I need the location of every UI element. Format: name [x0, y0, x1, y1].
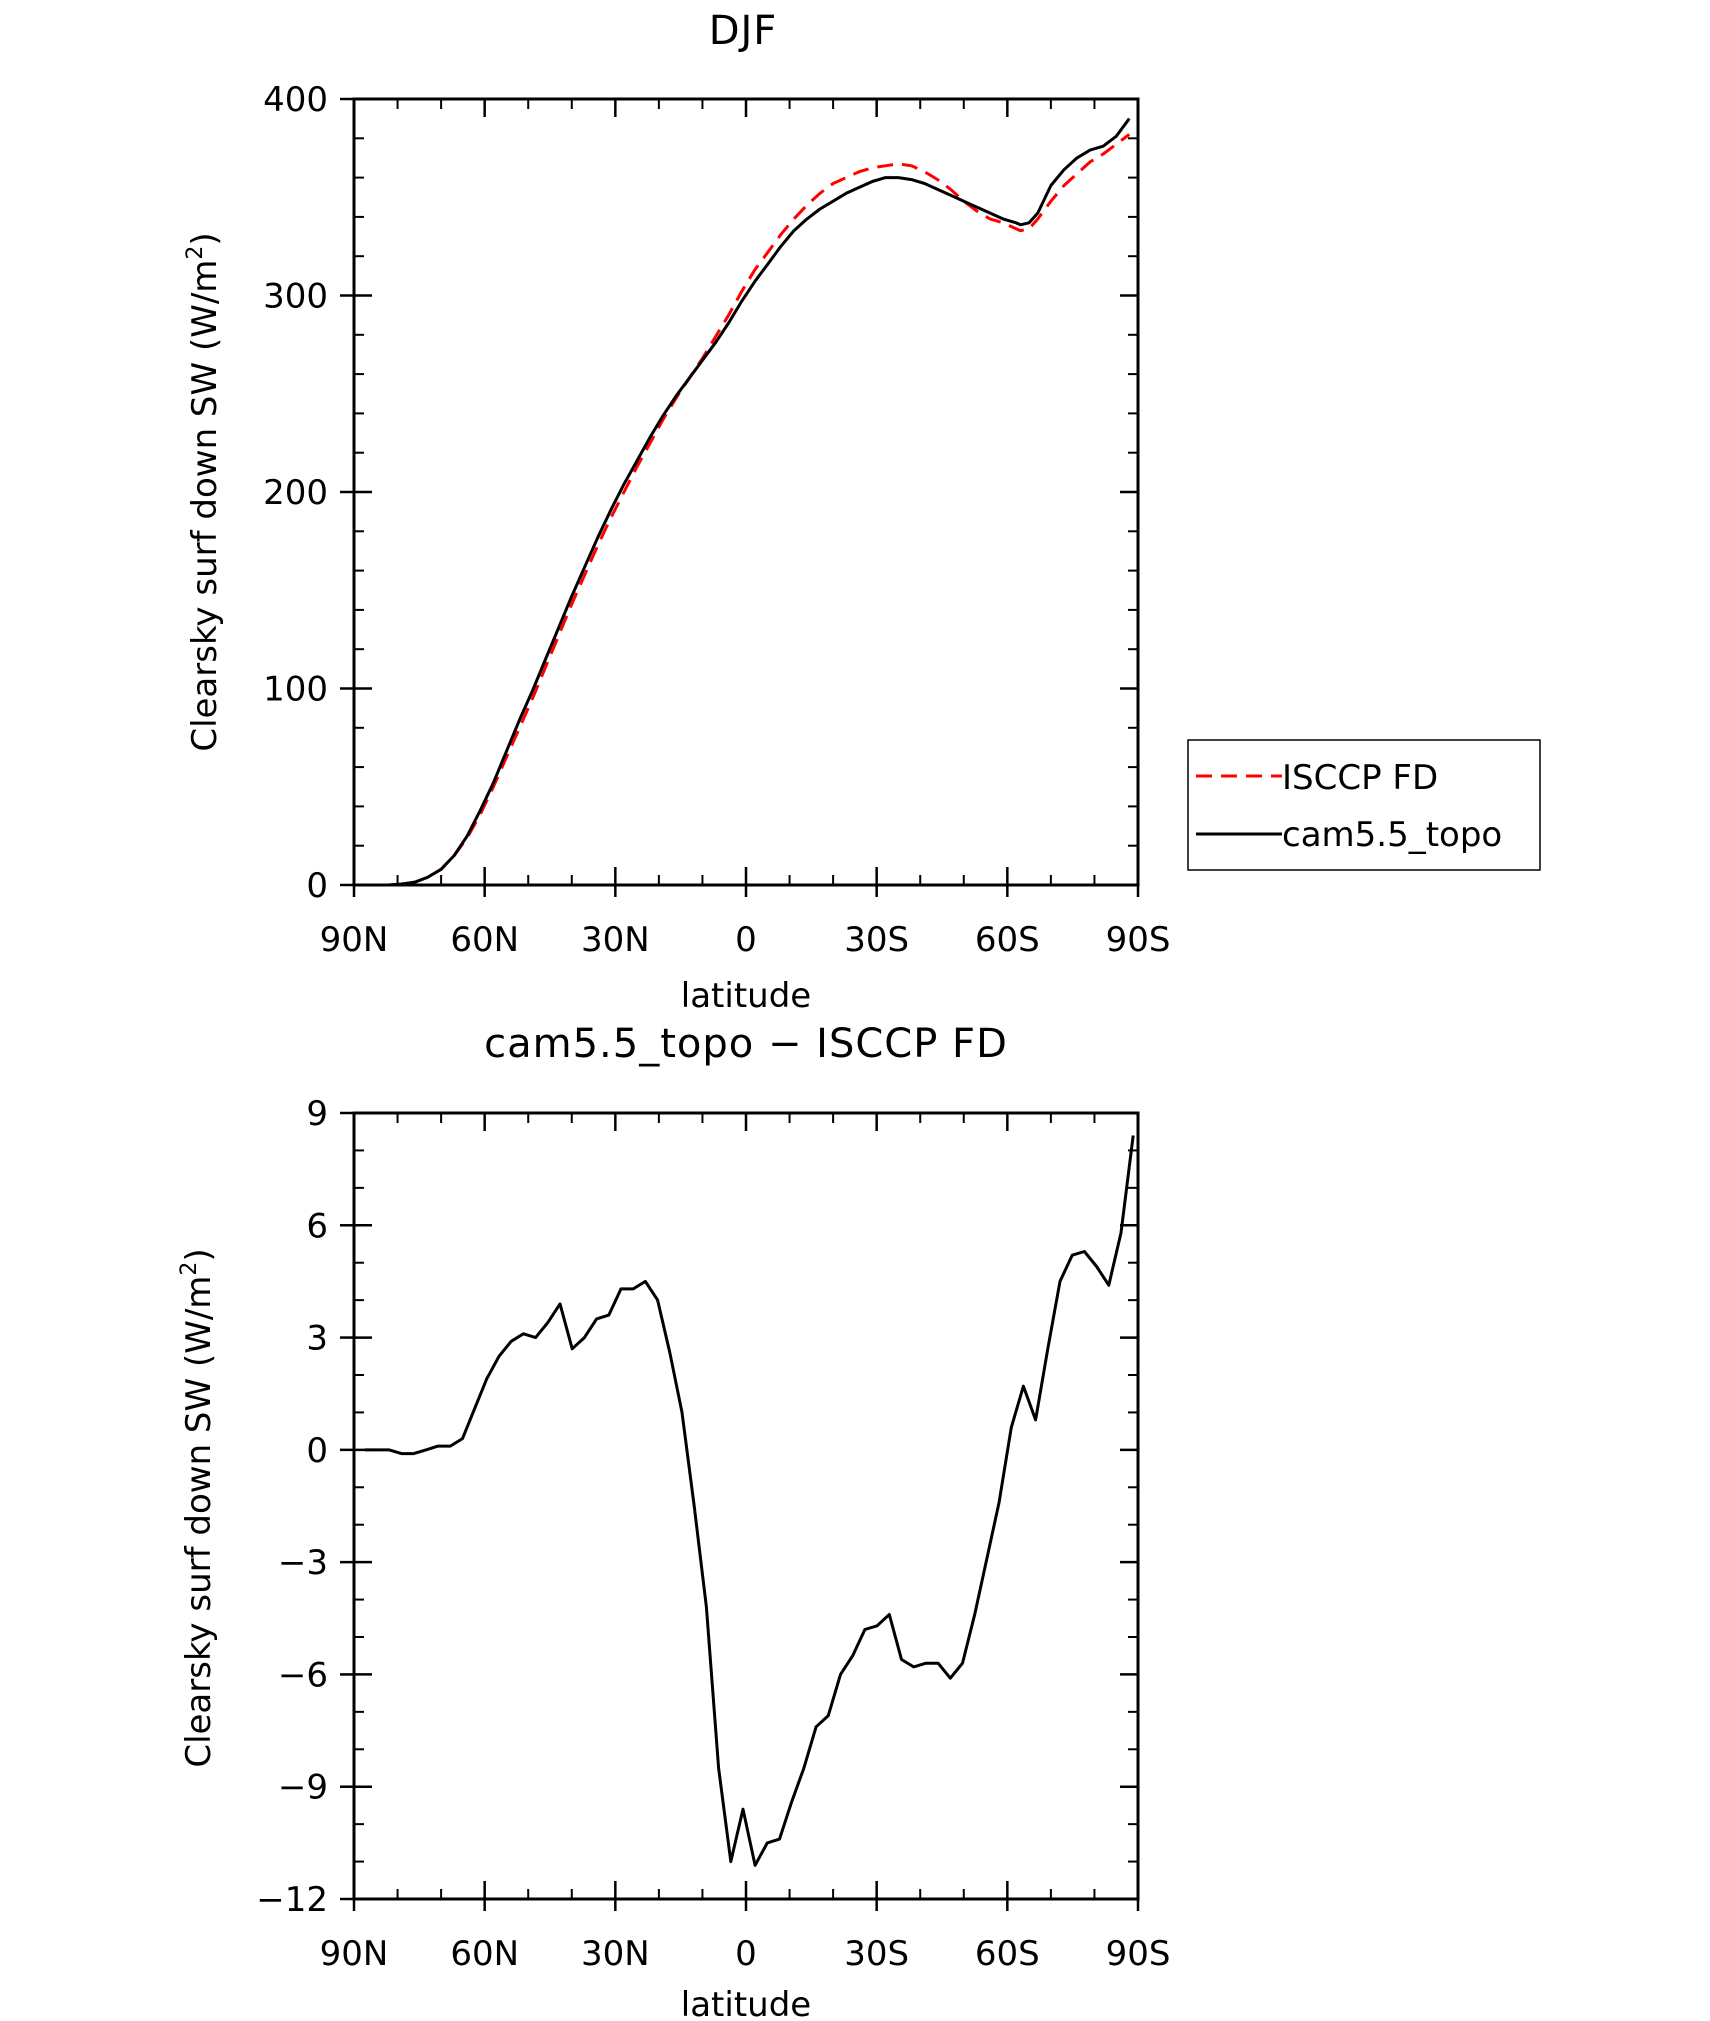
- x-tick-label: 0: [735, 920, 757, 960]
- x-tick-label: 30S: [844, 920, 909, 960]
- y-tick-label: 0: [306, 1431, 328, 1471]
- series-line-cam5-5-topo: [362, 117, 1131, 887]
- y-tick-label: −9: [278, 1768, 328, 1808]
- series-lines: [364, 1135, 1135, 1867]
- y-tick-label: 9: [306, 1094, 328, 1134]
- plot-frame: [352, 1111, 1140, 1901]
- top-chart-djf: DJF 90N 60N 30N 0 30S 60S 90S 0 100 200 300 400 la…: [183, 8, 1541, 1016]
- x-tick-label: 90S: [1106, 1934, 1171, 1974]
- x-tick-labels: 90N 60N 30N 0 30S 60S 90S: [320, 920, 1171, 960]
- series-lines: [362, 117, 1131, 887]
- x-tick-label: 30N: [581, 920, 650, 960]
- chart-title: DJF: [709, 8, 778, 54]
- y-tick-label: −3: [278, 1543, 328, 1583]
- x-tick-labels: 90N 60N 30N 0 30S 60S 90S: [320, 1934, 1171, 1974]
- bottom-chart-difference: cam5.5_topo − ISCCP FD 90N 60N 30N 0 30S 60S 9…: [177, 1021, 1170, 2021]
- y-tick-labels: 0 100 200 300 400: [263, 80, 328, 906]
- x-axis-label: latitude: [681, 1985, 811, 2021]
- series-line-cam5-5-topo: [364, 1135, 1135, 1867]
- legend: ISCCP FD cam5.5_topo: [1187, 739, 1541, 871]
- y-axis-label: Clearsky surf down SW (W/m2): [177, 1248, 219, 1767]
- y-tick-label: 200: [263, 473, 328, 513]
- y-tick-label: 3: [306, 1319, 328, 1359]
- tick-marks: [340, 1111, 1140, 1911]
- y-tick-label: 0: [306, 866, 328, 906]
- x-tick-label: 90N: [320, 1934, 389, 1974]
- x-tick-label: 90N: [320, 920, 389, 960]
- series-line-isccp-fd: [362, 133, 1131, 887]
- y-axis-label: Clearsky surf down SW (W/m2): [183, 232, 225, 751]
- y-tick-label: 400: [263, 80, 328, 120]
- y-tick-label: −12: [256, 1880, 328, 1920]
- y-tick-label: 300: [263, 277, 328, 317]
- plot-frame: [352, 97, 1140, 887]
- tick-marks: [340, 97, 1140, 897]
- x-tick-label: 90S: [1106, 920, 1171, 960]
- y-tick-labels: −12 −9 −6 −3 0 3 6 9: [256, 1094, 328, 1920]
- chart-title: cam5.5_topo − ISCCP FD: [484, 1021, 1008, 1067]
- y-tick-label: 6: [306, 1206, 328, 1246]
- legend-box: [1187, 739, 1541, 871]
- x-tick-label: 0: [735, 1934, 757, 1974]
- x-tick-label: 60S: [975, 920, 1040, 960]
- x-tick-label: 60N: [450, 920, 519, 960]
- legend-label-isccp-fd: ISCCP FD: [1282, 758, 1438, 798]
- x-tick-label: 60S: [975, 1934, 1040, 1974]
- x-tick-label: 60N: [450, 1934, 519, 1974]
- y-tick-label: −6: [278, 1655, 328, 1695]
- legend-label-cam5-5-topo: cam5.5_topo: [1282, 815, 1502, 855]
- x-axis-label: latitude: [681, 976, 811, 1016]
- x-tick-label: 30S: [844, 1934, 909, 1974]
- y-tick-label: 100: [263, 670, 328, 710]
- x-tick-label: 30N: [581, 1934, 650, 1974]
